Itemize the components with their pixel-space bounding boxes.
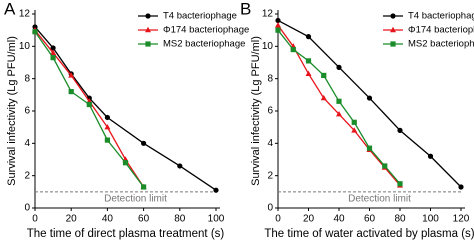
- marker: [305, 70, 312, 77]
- y-tick-label: 4: [24, 138, 30, 149]
- y-tick-label: 10: [262, 41, 274, 52]
- marker: [141, 140, 147, 146]
- marker: [321, 72, 327, 79]
- marker: [275, 17, 281, 24]
- marker: [68, 72, 75, 78]
- y-tick-label: 0: [24, 203, 30, 214]
- marker: [141, 184, 147, 190]
- marker: [122, 160, 129, 166]
- marker: [458, 184, 464, 190]
- x-tick-label: 20: [303, 214, 315, 225]
- y-tick-label: 12: [262, 9, 274, 20]
- marker: [351, 127, 358, 133]
- x-tick-label: 0: [275, 214, 281, 225]
- x-axis-label: The time of direct plasma treatment (s): [27, 228, 225, 240]
- marker: [275, 27, 281, 33]
- marker: [305, 34, 312, 40]
- marker: [104, 137, 110, 143]
- y-axis-label: Survival infectivity (Lg PFU/ml): [6, 36, 18, 186]
- x-tick-label: 20: [66, 214, 78, 225]
- x-tick-label: 40: [102, 214, 114, 225]
- legend-label: T4 bacteriophage: [408, 11, 474, 22]
- detection-limit-label: Detection limit: [104, 193, 167, 204]
- y-tick-label: 2: [24, 170, 30, 181]
- series-line: [277, 29, 401, 185]
- detection-limit-label: Detection limit: [348, 193, 411, 204]
- marker: [397, 127, 403, 133]
- marker: [213, 187, 219, 193]
- marker: [336, 111, 342, 117]
- x-tick-label: 40: [333, 214, 345, 225]
- marker: [336, 98, 342, 104]
- x-tick-label: 120: [453, 214, 470, 225]
- marker: [290, 46, 296, 53]
- legend-label: Φ174 bacteriophage: [163, 25, 249, 36]
- x-axis-label: The time of water activated by plasma (s…: [264, 228, 474, 240]
- marker: [145, 41, 151, 47]
- series-line: [277, 24, 401, 186]
- marker: [390, 26, 396, 33]
- marker: [86, 101, 92, 108]
- y-tick-label: 6: [267, 106, 273, 117]
- marker: [145, 13, 151, 19]
- marker: [427, 153, 434, 159]
- marker: [336, 64, 342, 70]
- marker: [177, 163, 183, 169]
- y-tick-label: 10: [19, 41, 31, 52]
- y-tick-label: 2: [267, 170, 273, 181]
- marker: [397, 181, 403, 187]
- marker: [32, 29, 38, 35]
- marker: [145, 26, 151, 33]
- marker: [351, 119, 357, 125]
- x-tick-label: 60: [138, 214, 150, 225]
- y-tick-label: 4: [267, 138, 273, 149]
- x-tick-label: 0: [32, 214, 38, 225]
- legend-label: MS2 bacteriophage: [163, 39, 245, 50]
- marker: [390, 41, 396, 47]
- x-tick-label: 80: [394, 214, 406, 225]
- y-tick-label: 8: [267, 73, 273, 84]
- marker: [366, 145, 373, 151]
- y-tick-label: 8: [24, 73, 30, 84]
- marker: [104, 123, 111, 130]
- legend-label: MS2 bacteriophage: [408, 39, 474, 50]
- marker: [68, 89, 74, 95]
- marker: [32, 24, 38, 30]
- marker: [275, 22, 281, 28]
- y-axis-label: Survival infectivity (Lg PFU/ml): [250, 36, 262, 186]
- x-tick-label: 80: [174, 214, 186, 225]
- x-tick-label: 100: [208, 214, 225, 225]
- legend-label: Φ174 bacteriophage: [408, 25, 474, 36]
- x-tick-label: 60: [364, 214, 376, 225]
- marker: [50, 49, 57, 55]
- marker: [50, 45, 56, 51]
- marker: [50, 55, 56, 61]
- panel-label: A: [4, 0, 16, 18]
- series-line: [34, 26, 217, 191]
- x-tick-label: 100: [422, 214, 439, 225]
- marker: [382, 163, 388, 169]
- panel-label: B: [240, 0, 251, 18]
- marker: [305, 58, 312, 64]
- y-tick-label: 12: [19, 9, 31, 20]
- y-tick-label: 0: [267, 203, 273, 214]
- marker: [104, 114, 110, 121]
- marker: [390, 13, 396, 19]
- legend-label: T4 bacteriophage: [163, 11, 237, 22]
- marker: [366, 95, 373, 101]
- y-tick-label: 6: [24, 106, 30, 117]
- marker: [320, 94, 327, 101]
